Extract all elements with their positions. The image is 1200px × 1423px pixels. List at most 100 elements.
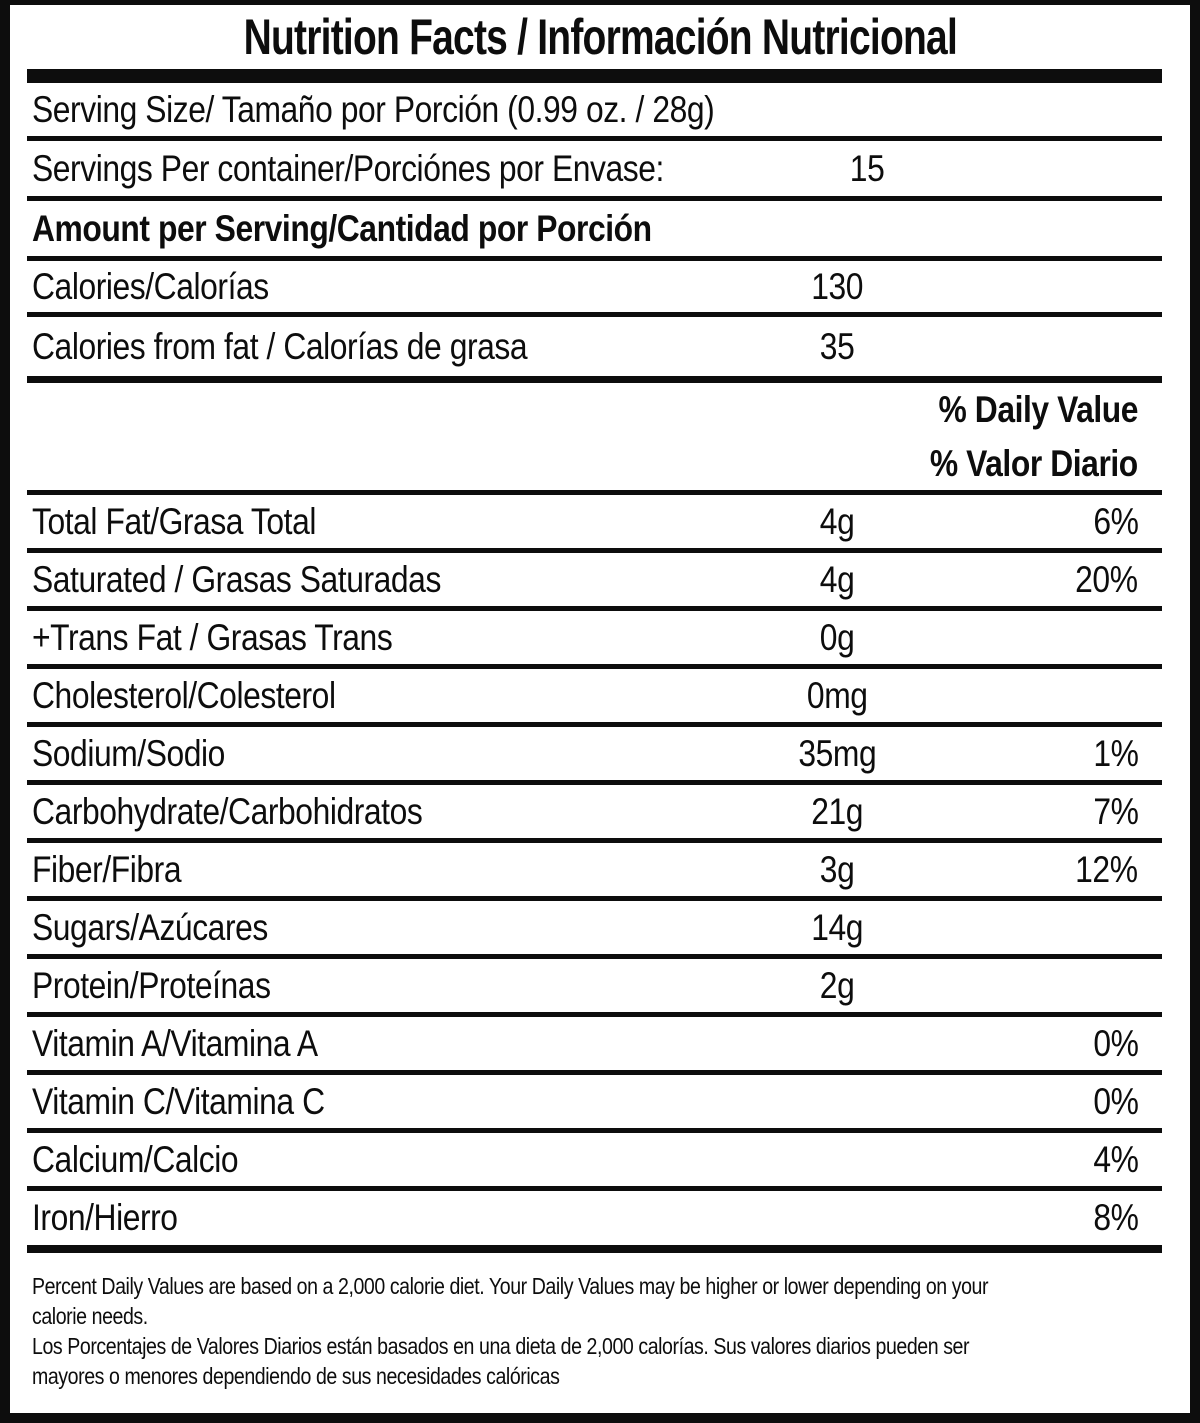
row-sugars: Sugars/Azúcares 14g bbox=[27, 901, 1162, 959]
daily-value-header-es-line: % Valor Diario bbox=[896, 437, 1138, 491]
footnote-line: mayores o menores dependiendo de sus nec… bbox=[32, 1363, 560, 1389]
daily-value-header-en: % Daily Value bbox=[938, 388, 1138, 430]
nutrient-amount: 35mg bbox=[798, 732, 876, 774]
nutrient-label-cell: Fiber/Fibra bbox=[27, 849, 737, 891]
nutrient-label-cell: Iron/Hierro bbox=[27, 1197, 737, 1239]
nutrient-label: Calcium/Calcio bbox=[32, 1138, 239, 1180]
nutrient-amount-cell: 0g bbox=[737, 617, 937, 659]
nutrient-dv-cell bbox=[937, 675, 1162, 717]
serving-size-label: Serving Size/ Tamaño por Porción (0.99 o… bbox=[32, 88, 715, 130]
row-cholesterol: Cholesterol/Colesterol 0mg bbox=[27, 669, 1162, 727]
nutrient-amount: 0mg bbox=[806, 674, 868, 716]
nutrient-dv: 7% bbox=[1092, 790, 1139, 832]
nutrient-label: Vitamin C/Vitamina C bbox=[32, 1080, 325, 1122]
nutrient-amount: 2g bbox=[819, 964, 855, 1006]
nutrient-label-cell: Vitamin A/Vitamina A bbox=[27, 1023, 737, 1065]
nutrient-dv: 4% bbox=[1092, 1138, 1139, 1180]
amount-header-label: Amount per Serving/Cantidad por Porción bbox=[32, 207, 652, 249]
nutrient-label-cell: +Trans Fat / Grasas Trans bbox=[27, 617, 737, 659]
nutrient-dv-cell bbox=[937, 617, 1162, 659]
nutrient-amount-cell: 0mg bbox=[737, 675, 937, 717]
nutrition-table: Serving Size/ Tamaño por Porción (0.99 o… bbox=[27, 83, 1162, 1413]
nutrient-label-cell: Calcium/Calcio bbox=[27, 1139, 737, 1181]
nutrient-dv: 6% bbox=[1092, 500, 1139, 542]
nutrient-label-cell: Saturated / Grasas Saturadas bbox=[27, 559, 737, 601]
calories-value: 130 bbox=[811, 265, 863, 307]
row-vitamin-c: Vitamin C/Vitamina C 0% bbox=[27, 1075, 1162, 1133]
row-servings-per-container: Servings Per container/Porciónes por Env… bbox=[27, 141, 1162, 201]
nutrient-label: Vitamin A/Vitamina A bbox=[32, 1022, 318, 1064]
servings-value-cell: 15 bbox=[767, 148, 967, 190]
row-calories: Calories/Calorías 130 bbox=[27, 261, 1162, 317]
nutrient-dv-cell bbox=[937, 965, 1162, 1007]
nutrient-dv: 20% bbox=[1075, 558, 1139, 600]
nutrient-dv-cell: 7% bbox=[937, 791, 1162, 833]
nutrient-dv-cell: 0% bbox=[937, 1081, 1162, 1123]
servings-label-cell: Servings Per container/Porciónes por Env… bbox=[27, 148, 767, 190]
nutrient-amount: 3g bbox=[819, 848, 855, 890]
amount-header-cell: Amount per Serving/Cantidad por Porción bbox=[27, 208, 1162, 250]
calories-label-cell: Calories/Calorías bbox=[27, 266, 737, 308]
servings-value: 15 bbox=[849, 147, 885, 189]
footnote: Percent Daily Values are based on a 2,00… bbox=[27, 1253, 1162, 1413]
nutrient-label-cell: Sodium/Sodio bbox=[27, 733, 737, 775]
label-title-row: Nutrition Facts / Información Nutriciona… bbox=[10, 5, 1190, 69]
nutrient-dv-cell bbox=[937, 907, 1162, 949]
nutrient-label-cell: Total Fat/Grasa Total bbox=[27, 501, 737, 543]
nutrient-label: Sugars/Azúcares bbox=[32, 906, 268, 948]
nutrient-label: Sodium/Sodio bbox=[32, 732, 225, 774]
footnote-line: Los Porcentajes de Valores Diarios están… bbox=[32, 1333, 970, 1359]
nutrient-dv: 8% bbox=[1092, 1197, 1139, 1238]
nutrient-dv: 0% bbox=[1092, 1022, 1139, 1064]
nutrient-dv: 0% bbox=[1092, 1080, 1139, 1122]
row-total-fat: Total Fat/Grasa Total 4g 6% bbox=[27, 495, 1162, 553]
serving-size-label-cell: Serving Size/ Tamaño por Porción (0.99 o… bbox=[27, 89, 1162, 131]
nutrient-label: Carbohydrate/Carbohidratos bbox=[32, 790, 423, 832]
calories-from-fat-value: 35 bbox=[819, 325, 855, 367]
nutrient-amount-cell: 4g bbox=[737, 501, 937, 543]
label-title: Nutrition Facts / Información Nutriciona… bbox=[243, 9, 957, 65]
row-carbohydrate: Carbohydrate/Carbohidratos 21g 7% bbox=[27, 785, 1162, 843]
calories-value-cell: 130 bbox=[737, 266, 937, 308]
nutrient-label-cell: Vitamin C/Vitamina C bbox=[27, 1081, 737, 1123]
nutrient-dv-cell: 8% bbox=[937, 1197, 1162, 1239]
nutrient-label-cell: Carbohydrate/Carbohidratos bbox=[27, 791, 737, 833]
nutrient-label: Total Fat/Grasa Total bbox=[32, 500, 316, 542]
nutrient-label: Fiber/Fibra bbox=[32, 848, 182, 890]
nutrient-label: Cholesterol/Colesterol bbox=[32, 674, 336, 716]
nutrient-amount-cell: 14g bbox=[737, 907, 937, 949]
row-trans-fat: +Trans Fat / Grasas Trans 0g bbox=[27, 611, 1162, 669]
row-calcium: Calcium/Calcio 4% bbox=[27, 1133, 1162, 1191]
nutrient-amount-cell: 3g bbox=[737, 849, 937, 891]
nutrient-dv-cell: 4% bbox=[937, 1139, 1162, 1181]
nutrient-dv-cell: 6% bbox=[937, 501, 1162, 543]
daily-value-header-es: % Valor Diario bbox=[930, 442, 1138, 484]
daily-value-header-en-line: % Daily Value bbox=[906, 383, 1138, 437]
nutrient-dv-cell: 12% bbox=[937, 849, 1162, 891]
nutrient-label-cell: Protein/Proteínas bbox=[27, 965, 737, 1007]
calories-label: Calories/Calorías bbox=[32, 265, 269, 307]
nutrient-label: Iron/Hierro bbox=[32, 1197, 178, 1238]
nutrient-amount: 0g bbox=[819, 616, 855, 658]
row-fiber: Fiber/Fibra 3g 12% bbox=[27, 843, 1162, 901]
row-vitamin-a: Vitamin A/Vitamina A 0% bbox=[27, 1017, 1162, 1075]
nutrient-label: +Trans Fat / Grasas Trans bbox=[32, 616, 393, 658]
nutrient-label-cell: Cholesterol/Colesterol bbox=[27, 675, 737, 717]
calories-from-fat-label: Calories from fat / Calorías de grasa bbox=[32, 325, 528, 367]
nutrient-dv: 1% bbox=[1092, 732, 1139, 774]
nutrient-label: Protein/Proteínas bbox=[32, 964, 271, 1006]
calories-from-fat-value-cell: 35 bbox=[737, 326, 937, 368]
nutrient-label-cell: Sugars/Azúcares bbox=[27, 907, 737, 949]
nutrient-dv-cell: 0% bbox=[937, 1023, 1162, 1065]
nutrient-amount-cell: 2g bbox=[737, 965, 937, 1007]
nutrient-amount: 4g bbox=[819, 500, 855, 542]
calories-from-fat-label-cell: Calories from fat / Calorías de grasa bbox=[27, 326, 737, 368]
row-iron: Iron/Hierro 8% bbox=[27, 1191, 1162, 1253]
nutrient-amount-cell: 35mg bbox=[737, 733, 937, 775]
nutrient-amount: 21g bbox=[811, 790, 863, 832]
footnote-line: Percent Daily Values are based on a 2,00… bbox=[32, 1273, 989, 1299]
row-amount-per-serving: Amount per Serving/Cantidad por Porción bbox=[27, 201, 1162, 261]
row-serving-size: Serving Size/ Tamaño por Porción (0.99 o… bbox=[27, 83, 1162, 141]
row-calories-from-fat: Calories from fat / Calorías de grasa 35 bbox=[27, 317, 1162, 383]
